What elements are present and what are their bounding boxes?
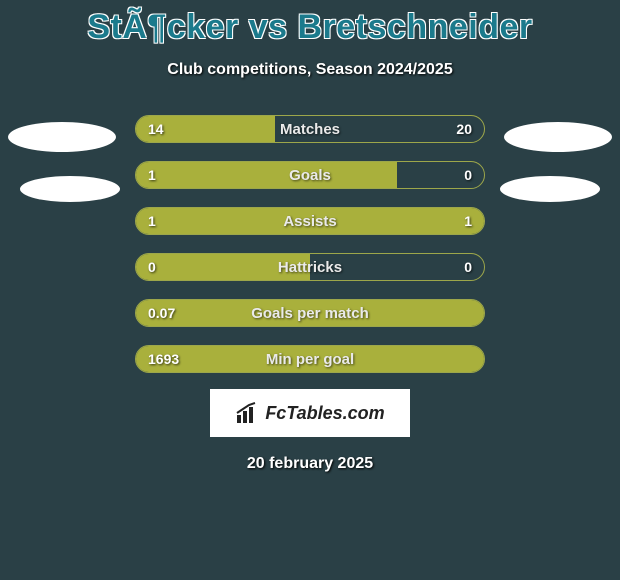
comparison-bars: 1420Matches 10Goals 11Assists 00Hattricks 0.… [135,115,485,373]
fctables-badge[interactable]: FcTables.com [210,389,410,437]
stat-bar-left [136,208,310,234]
stat-row: 1420Matches [135,115,485,143]
stat-bar-left [136,254,310,280]
stat-row: 10Goals [135,161,485,189]
stat-bar-left [136,300,484,326]
stat-value-right: 0 [464,162,472,188]
player-right-avatar-shadow-1 [504,122,612,152]
stat-bar-left [136,162,397,188]
stat-bar-left [136,116,275,142]
stat-row: 00Hattricks [135,253,485,281]
stat-bar-right [310,208,484,234]
stat-bar-left [136,346,484,372]
player-right-avatar-shadow-2 [500,176,600,202]
player-left-avatar-shadow-2 [20,176,120,202]
stat-value-right: 0 [464,254,472,280]
fctables-badge-text: FcTables.com [265,403,384,424]
subtitle: Club competitions, Season 2024/2025 [0,61,620,79]
stat-row: 0.07Goals per match [135,299,485,327]
page-title: StÃ¶cker vs Bretschneider [0,0,620,47]
snapshot-date: 20 february 2025 [0,455,620,473]
stat-row: 1693Min per goal [135,345,485,373]
stat-value-right: 20 [456,116,472,142]
player-left-avatar-shadow-1 [8,122,116,152]
fctables-logo-icon [235,401,259,425]
stat-row: 11Assists [135,207,485,235]
